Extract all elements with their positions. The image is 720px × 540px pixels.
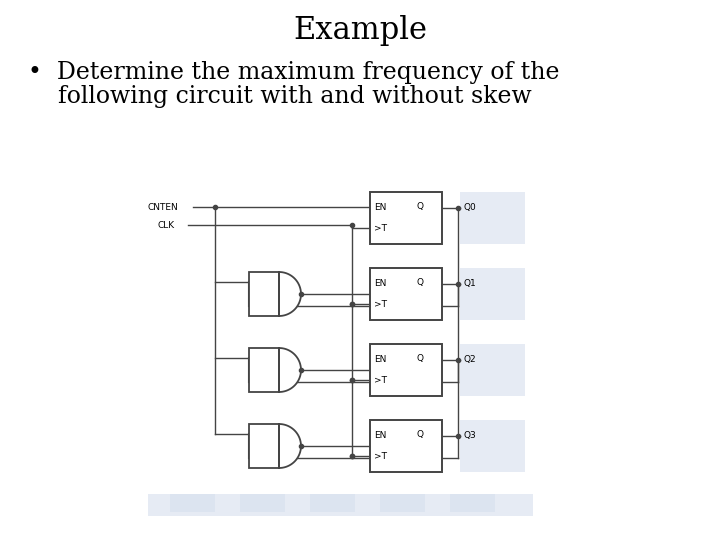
Text: CLK: CLK (158, 220, 175, 230)
Text: Q: Q (417, 430, 424, 439)
Text: EN: EN (374, 431, 387, 440)
Text: •  Determine the maximum frequency of the: • Determine the maximum frequency of the (28, 60, 559, 84)
Text: >T: >T (374, 224, 387, 233)
Text: Q2: Q2 (463, 355, 476, 364)
Bar (450, 494, 495, 512)
Polygon shape (249, 348, 301, 392)
Text: Example: Example (293, 15, 427, 45)
Text: Q3: Q3 (463, 431, 476, 440)
Polygon shape (249, 272, 301, 316)
Bar (148, 494, 533, 516)
Text: EN: EN (374, 279, 387, 288)
Text: following circuit with and without skew: following circuit with and without skew (28, 84, 532, 107)
Bar (380, 494, 425, 512)
Bar (460, 192, 525, 244)
Text: EN: EN (374, 355, 387, 364)
Text: CNTEN: CNTEN (148, 202, 179, 212)
Bar (370, 268, 442, 320)
Text: Q: Q (417, 278, 424, 287)
Bar (370, 420, 442, 472)
Bar (310, 494, 355, 512)
Text: EN: EN (374, 203, 387, 212)
Bar (370, 344, 442, 396)
Bar (170, 494, 215, 512)
Text: >T: >T (374, 300, 387, 309)
Text: >T: >T (374, 376, 387, 385)
Polygon shape (249, 424, 301, 468)
Bar (460, 420, 525, 472)
Text: Q0: Q0 (463, 203, 476, 212)
Text: Q1: Q1 (463, 279, 476, 288)
Bar (460, 268, 525, 320)
Bar (370, 192, 442, 244)
Bar (240, 494, 285, 512)
Text: >T: >T (374, 452, 387, 461)
Text: Q: Q (417, 354, 424, 363)
Text: Q: Q (417, 202, 424, 211)
Bar (460, 344, 525, 396)
